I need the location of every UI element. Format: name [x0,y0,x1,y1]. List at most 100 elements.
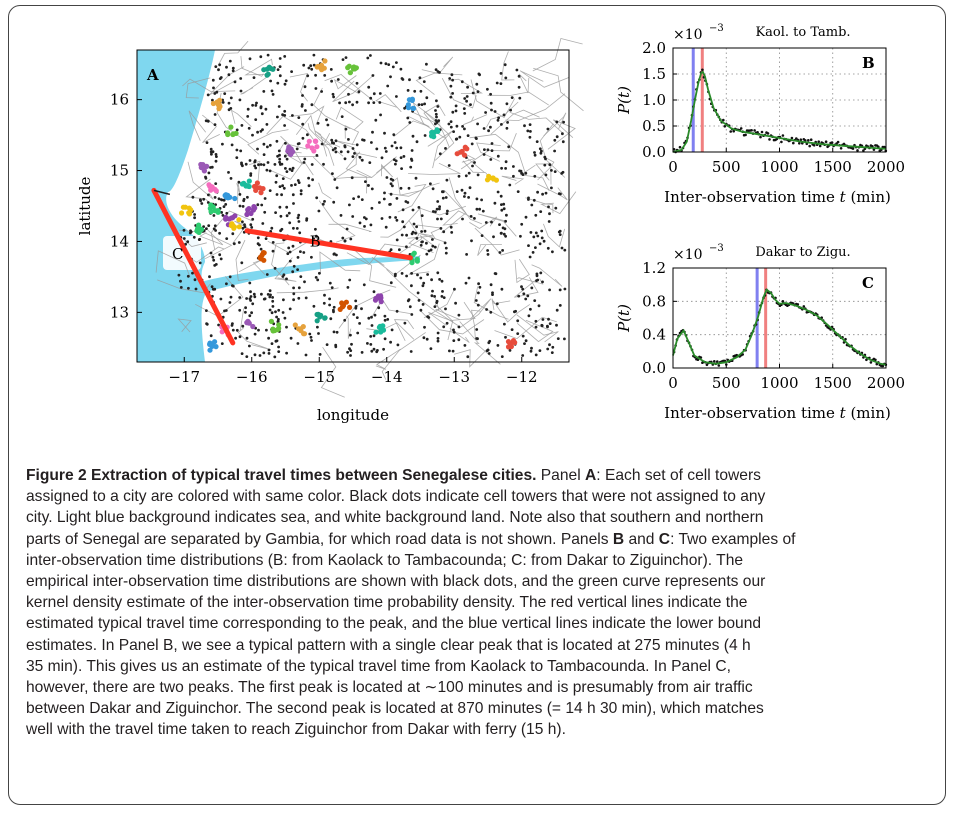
city-cluster-tower [286,144,292,150]
road-segment [442,210,476,226]
cell-tower [504,335,507,339]
empirical-dot [796,303,800,306]
cell-tower [548,163,552,167]
cell-tower [400,167,403,171]
cell-tower [445,212,449,216]
cell-tower [210,285,214,289]
cell-tower [521,354,525,357]
cell-tower [395,61,398,64]
cell-tower [193,213,197,216]
cell-tower [416,273,419,277]
cell-tower [248,314,252,318]
cell-tower [256,242,260,246]
cell-tower [448,349,451,353]
cell-tower [369,223,373,227]
road-segment [517,319,554,343]
empirical-dot [812,144,816,147]
y-scale-factor: ×10 [673,27,703,43]
cell-tower [329,317,333,321]
cell-tower [527,314,531,318]
cell-tower [283,109,287,113]
cell-tower [256,236,260,240]
cell-tower [301,136,305,140]
cell-tower [302,251,306,254]
cell-tower [224,203,228,206]
cell-tower [548,322,552,325]
cell-tower [299,275,303,278]
cell-tower [179,279,182,283]
y-tick-label: 1.5 [642,65,666,83]
cell-tower [509,108,512,112]
city-cluster-tower [230,131,236,138]
city-cluster-tower [223,216,229,222]
cell-tower [302,63,306,67]
cell-tower [547,317,550,321]
cell-tower [500,203,503,207]
cell-tower [391,184,394,188]
cell-tower [474,136,478,140]
cell-tower [502,113,506,117]
cell-tower [528,255,532,259]
cell-tower [406,89,410,92]
cell-tower [278,205,282,209]
cell-tower [420,240,424,244]
cell-tower [346,350,349,354]
cell-tower [358,221,362,225]
cell-tower [533,153,537,157]
cell-tower [328,281,332,285]
cell-tower [434,109,437,112]
city-cluster-tower [454,151,460,157]
route-b-label: B [310,232,321,250]
x-axis-label-unit: (min) [846,404,891,422]
cell-tower [555,135,559,139]
cell-tower [198,261,202,265]
cell-tower [558,304,562,307]
empirical-dot [766,132,770,135]
cell-tower [386,318,390,321]
cell-tower [366,342,369,345]
cell-tower [213,123,217,126]
cell-tower [209,147,213,151]
cell-tower [502,232,506,236]
y-tick-label: 2.0 [642,39,666,57]
cell-tower [283,154,287,158]
cell-tower [301,94,304,97]
x-tick-label: 2000 [867,374,905,392]
cell-tower [561,170,565,174]
cell-tower [358,322,361,325]
cell-tower [504,167,507,170]
cell-tower [470,239,473,243]
cell-tower [454,301,457,305]
panel-c-chart: 0 500 1000 1500 2000 0.0 0.4 0.8 1.2 C ×10 −3 Dakar … [615,243,905,422]
city-cluster-tower [253,187,259,193]
cell-tower [399,146,403,150]
cell-tower [262,142,266,146]
cell-tower [249,174,253,177]
cell-tower [458,135,462,139]
cell-tower [531,251,535,254]
cell-tower [248,281,252,285]
cell-tower [341,236,345,240]
cell-tower [395,218,399,222]
cell-tower [438,205,441,209]
cell-tower [280,227,284,231]
cell-tower [332,305,336,309]
cell-tower [378,101,382,104]
empirical-dot [723,125,727,128]
empirical-dot [809,138,813,141]
city-cluster-tower [198,226,204,232]
y-tick-label: 0.0 [642,143,666,161]
cell-tower [460,188,464,192]
cell-tower [476,90,480,93]
cell-tower [360,158,364,162]
cell-tower [499,82,503,85]
cell-tower [305,217,309,221]
cell-tower [442,230,446,234]
x-axis-label: Inter-observation time t (min) [664,188,891,206]
cell-tower [227,108,231,112]
cell-tower [328,297,331,301]
y-scale-exponent: −3 [709,23,724,34]
cell-tower [217,323,221,327]
cell-tower [444,196,448,199]
cell-tower [332,330,336,334]
